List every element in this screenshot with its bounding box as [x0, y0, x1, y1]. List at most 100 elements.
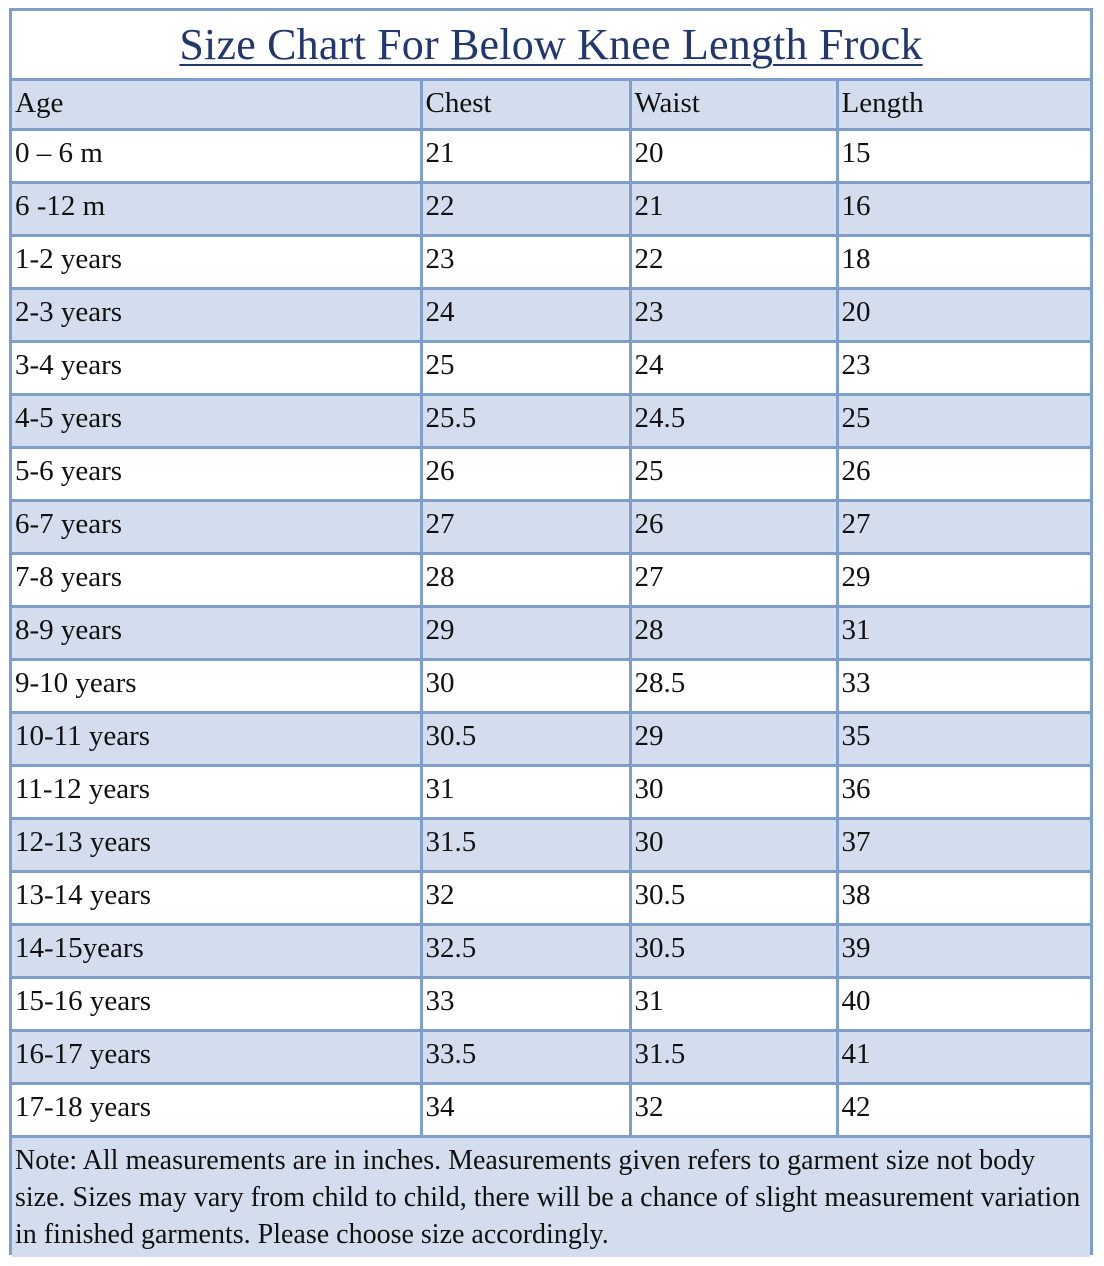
cell-waist: 24 — [630, 341, 839, 396]
cell-waist: 28 — [630, 606, 839, 661]
cell-waist: 29 — [630, 712, 839, 767]
table-row: 16-17 years 33.5 31.5 41 — [12, 1030, 1090, 1085]
table-row: 1-2 years 23 22 18 — [12, 235, 1090, 290]
table-row: 7-8 years 28 27 29 — [12, 553, 1090, 608]
cell-age: 5-6 years — [12, 447, 423, 502]
cell-chest: 22 — [421, 182, 632, 237]
table-header-row: Age Chest Waist Length — [12, 81, 1090, 131]
cell-waist: 24.5 — [630, 394, 839, 449]
cell-length: 40 — [837, 977, 1090, 1032]
cell-chest: 25 — [421, 341, 632, 396]
table-row: 4-5 years 25.5 24.5 25 — [12, 394, 1090, 449]
table-row: 3-4 years 25 24 23 — [12, 341, 1090, 396]
cell-age: 2-3 years — [12, 288, 423, 343]
cell-waist: 28.5 — [630, 659, 839, 714]
cell-length: 26 — [837, 447, 1090, 502]
cell-length: 37 — [837, 818, 1090, 873]
table-row: 15-16 years 33 31 40 — [12, 977, 1090, 1032]
cell-age: 11-12 years — [12, 765, 423, 820]
cell-age: 16-17 years — [12, 1030, 423, 1085]
cell-length: 25 — [837, 394, 1090, 449]
cell-length: 42 — [837, 1083, 1090, 1138]
cell-chest: 23 — [421, 235, 632, 290]
column-header-chest: Chest — [421, 81, 632, 131]
cell-waist: 25 — [630, 447, 839, 502]
cell-length: 39 — [837, 924, 1090, 979]
cell-age: 3-4 years — [12, 341, 423, 396]
cell-age: 8-9 years — [12, 606, 423, 661]
cell-length: 35 — [837, 712, 1090, 767]
cell-length: 41 — [837, 1030, 1090, 1085]
table-row: 17-18 years 34 32 42 — [12, 1083, 1090, 1138]
cell-age: 7-8 years — [12, 553, 423, 608]
column-header-age: Age — [12, 81, 423, 131]
cell-chest: 31.5 — [421, 818, 632, 873]
cell-waist: 31.5 — [630, 1030, 839, 1085]
cell-length: 23 — [837, 341, 1090, 396]
cell-chest: 33.5 — [421, 1030, 632, 1085]
table-row: 11-12 years 31 30 36 — [12, 765, 1090, 820]
size-chart: Size Chart For Below Knee Length Frock A… — [9, 8, 1093, 1257]
cell-length: 18 — [837, 235, 1090, 290]
cell-age: 6 -12 m — [12, 182, 423, 237]
table-row: 13-14 years 32 30.5 38 — [12, 871, 1090, 926]
cell-length: 27 — [837, 500, 1090, 555]
measurement-note: Note: All measurements are in inches. Me… — [12, 1137, 1090, 1257]
cell-chest: 25.5 — [421, 394, 632, 449]
cell-length: 33 — [837, 659, 1090, 714]
cell-age: 6-7 years — [12, 500, 423, 555]
table-row: 9-10 years 30 28.5 33 — [12, 659, 1090, 714]
table-row: 5-6 years 26 25 26 — [12, 447, 1090, 502]
cell-age: 10-11 years — [12, 712, 423, 767]
column-header-length: Length — [837, 81, 1090, 131]
cell-waist: 30 — [630, 765, 839, 820]
cell-waist: 31 — [630, 977, 839, 1032]
cell-chest: 33 — [421, 977, 632, 1032]
cell-length: 31 — [837, 606, 1090, 661]
table-body: 0 – 6 m 21 20 15 6 -12 m 22 21 16 1-2 years 23 22 1… — [12, 129, 1090, 1138]
cell-chest: 28 — [421, 553, 632, 608]
table-row: 12-13 years 31.5 30 37 — [12, 818, 1090, 873]
cell-chest: 29 — [421, 606, 632, 661]
cell-length: 20 — [837, 288, 1090, 343]
cell-length: 16 — [837, 182, 1090, 237]
cell-waist: 32 — [630, 1083, 839, 1138]
cell-waist: 30 — [630, 818, 839, 873]
cell-chest: 24 — [421, 288, 632, 343]
cell-chest: 30 — [421, 659, 632, 714]
cell-age: 1-2 years — [12, 235, 423, 290]
cell-age: 0 – 6 m — [12, 129, 423, 184]
cell-chest: 34 — [421, 1083, 632, 1138]
cell-waist: 20 — [630, 129, 839, 184]
table-row: 6-7 years 27 26 27 — [12, 500, 1090, 555]
cell-chest: 21 — [421, 129, 632, 184]
title-row: Size Chart For Below Knee Length Frock — [12, 11, 1090, 81]
cell-length: 38 — [837, 871, 1090, 926]
cell-chest: 32 — [421, 871, 632, 926]
column-header-waist: Waist — [630, 81, 839, 131]
cell-waist: 22 — [630, 235, 839, 290]
size-table: Age Chest Waist Length 0 – 6 m 21 20 15 6 -1… — [12, 81, 1090, 1138]
cell-age: 13-14 years — [12, 871, 423, 926]
cell-age: 9-10 years — [12, 659, 423, 714]
cell-age: 4-5 years — [12, 394, 423, 449]
table-row: 0 – 6 m 21 20 15 — [12, 129, 1090, 184]
cell-chest: 26 — [421, 447, 632, 502]
cell-waist: 27 — [630, 553, 839, 608]
cell-waist: 30.5 — [630, 871, 839, 926]
page-title: Size Chart For Below Knee Length Frock — [179, 20, 923, 69]
cell-chest: 31 — [421, 765, 632, 820]
table-row: 8-9 years 29 28 31 — [12, 606, 1090, 661]
cell-chest: 32.5 — [421, 924, 632, 979]
cell-age: 17-18 years — [12, 1083, 423, 1138]
cell-length: 36 — [837, 765, 1090, 820]
cell-length: 29 — [837, 553, 1090, 608]
table-row: 2-3 years 24 23 20 — [12, 288, 1090, 343]
cell-waist: 23 — [630, 288, 839, 343]
cell-waist: 21 — [630, 182, 839, 237]
cell-age: 15-16 years — [12, 977, 423, 1032]
table-row: 10-11 years 30.5 29 35 — [12, 712, 1090, 767]
cell-chest: 27 — [421, 500, 632, 555]
table-row: 14-15years 32.5 30.5 39 — [12, 924, 1090, 979]
cell-age: 12-13 years — [12, 818, 423, 873]
